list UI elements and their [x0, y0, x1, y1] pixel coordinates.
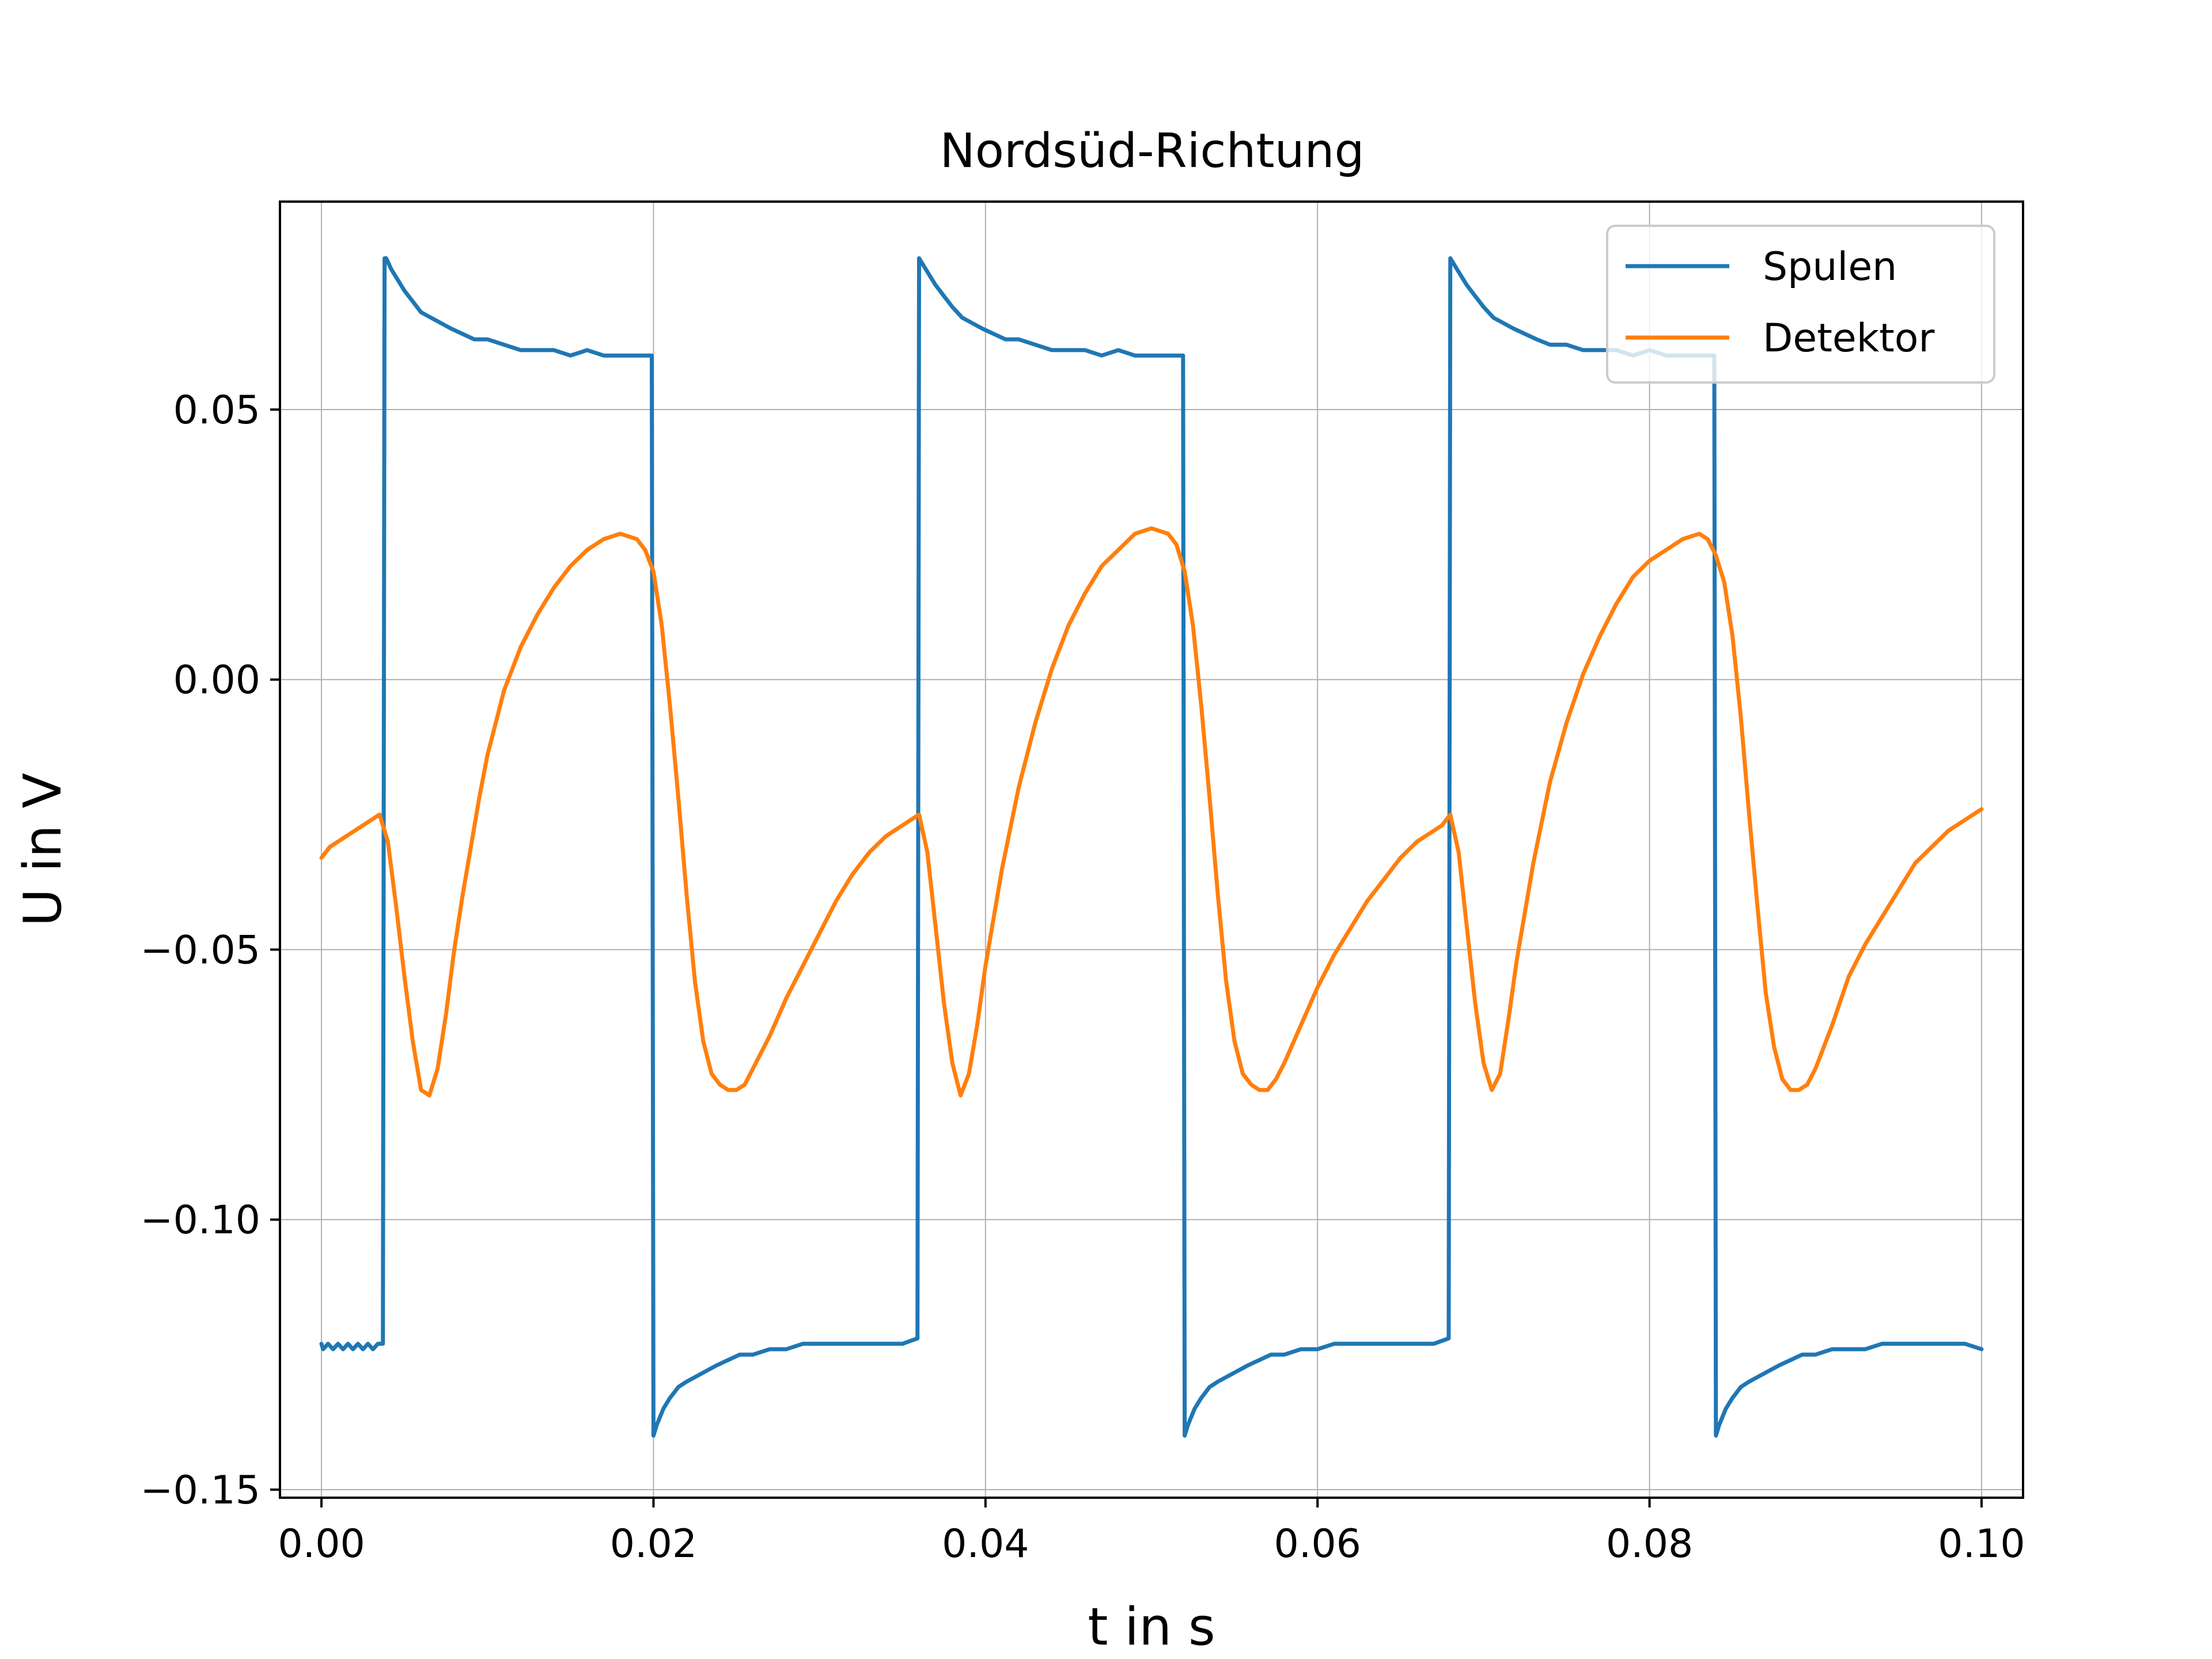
x-tick-label: 0.04: [942, 1521, 1029, 1567]
x-axis-ticks: 0.00 0.02 0.04 0.06 0.08 0.10: [278, 1498, 2025, 1567]
y-tick-label: −0.10: [141, 1198, 260, 1243]
y-tick-label: 0.05: [173, 388, 260, 433]
x-tick-label: 0.08: [1606, 1521, 1693, 1567]
x-axis-label: t in s: [1088, 1597, 1215, 1657]
x-tick-label: 0.06: [1274, 1521, 1361, 1567]
y-tick-label: 0.00: [173, 658, 260, 703]
y-axis-ticks: −0.15 −0.10 −0.05 0.00 0.05: [141, 388, 280, 1513]
y-tick-label: −0.05: [141, 927, 260, 973]
x-tick-label: 0.10: [1938, 1521, 2025, 1567]
legend-label-detektor: Detektor: [1763, 316, 1934, 361]
x-tick-label: 0.00: [278, 1521, 365, 1567]
x-tick-label: 0.02: [610, 1521, 697, 1567]
chart-title: Nordsüd-Richtung: [940, 124, 1364, 179]
legend: Spulen Detektor: [1606, 225, 1995, 384]
series-line-detektor: [319, 526, 1984, 1098]
plot-frame: [279, 200, 2024, 1499]
y-tick-label: −0.15: [141, 1468, 260, 1513]
y-axis-label: U in V: [13, 773, 73, 927]
legend-label-spulen: Spulen: [1763, 244, 1897, 290]
